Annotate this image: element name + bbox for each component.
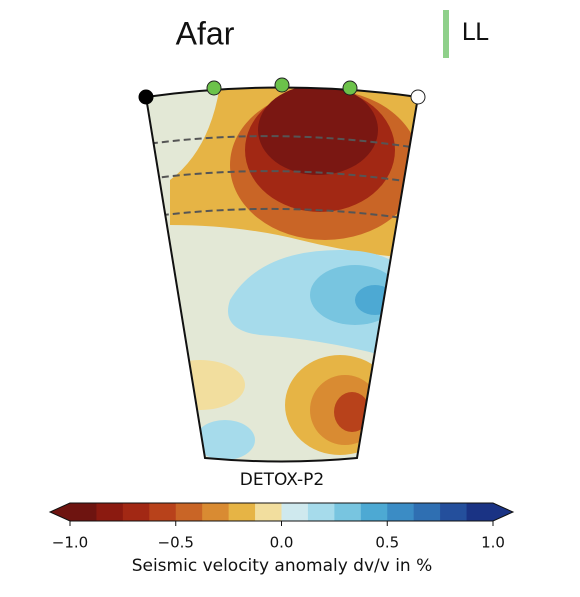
colorbar-segment: [440, 503, 468, 521]
colorbar-extend: [493, 503, 513, 521]
colorbar-segment: [202, 503, 230, 521]
colorbar-extend: [50, 503, 70, 521]
marker: [342, 80, 358, 96]
x-tick-label: −0.5: [158, 534, 194, 552]
colorbar-segment: [387, 503, 415, 521]
marker: [410, 89, 426, 105]
marker: [138, 89, 154, 105]
x-tick-label: 0.0: [270, 534, 294, 552]
colorbar-segment: [334, 503, 362, 521]
x-tick-label: −1.0: [52, 534, 88, 552]
colorbar: −1.0 −0.5 0.0 0.5 1.0: [48, 502, 515, 552]
colorbar-segment: [255, 503, 282, 521]
tag-bar: [443, 10, 449, 58]
colorbar-segment: [360, 503, 388, 521]
marker: [206, 80, 222, 96]
subtitle: DETOX-P2: [240, 470, 325, 490]
colorbar-segment: [122, 503, 150, 521]
colorbar-segment: [228, 503, 256, 521]
colorbar-segment: [70, 503, 97, 521]
colorbar-segment: [466, 503, 494, 521]
tag: LL: [462, 18, 489, 46]
x-tick-label: 0.5: [375, 534, 399, 552]
colorbar-segment: [175, 503, 203, 521]
colorbar-segment: [413, 503, 441, 521]
section: [146, 87, 418, 462]
x-tick-label: 1.0: [481, 534, 505, 552]
marker: [274, 77, 290, 93]
x-axis-label: Seismic velocity anomaly dv/v in %: [132, 556, 433, 576]
colorbar-segment: [96, 503, 124, 521]
title: Afar: [176, 15, 235, 51]
colorbar-segment: [281, 503, 309, 521]
colorbar-segment: [307, 503, 335, 521]
colorbar-segment: [149, 503, 177, 521]
